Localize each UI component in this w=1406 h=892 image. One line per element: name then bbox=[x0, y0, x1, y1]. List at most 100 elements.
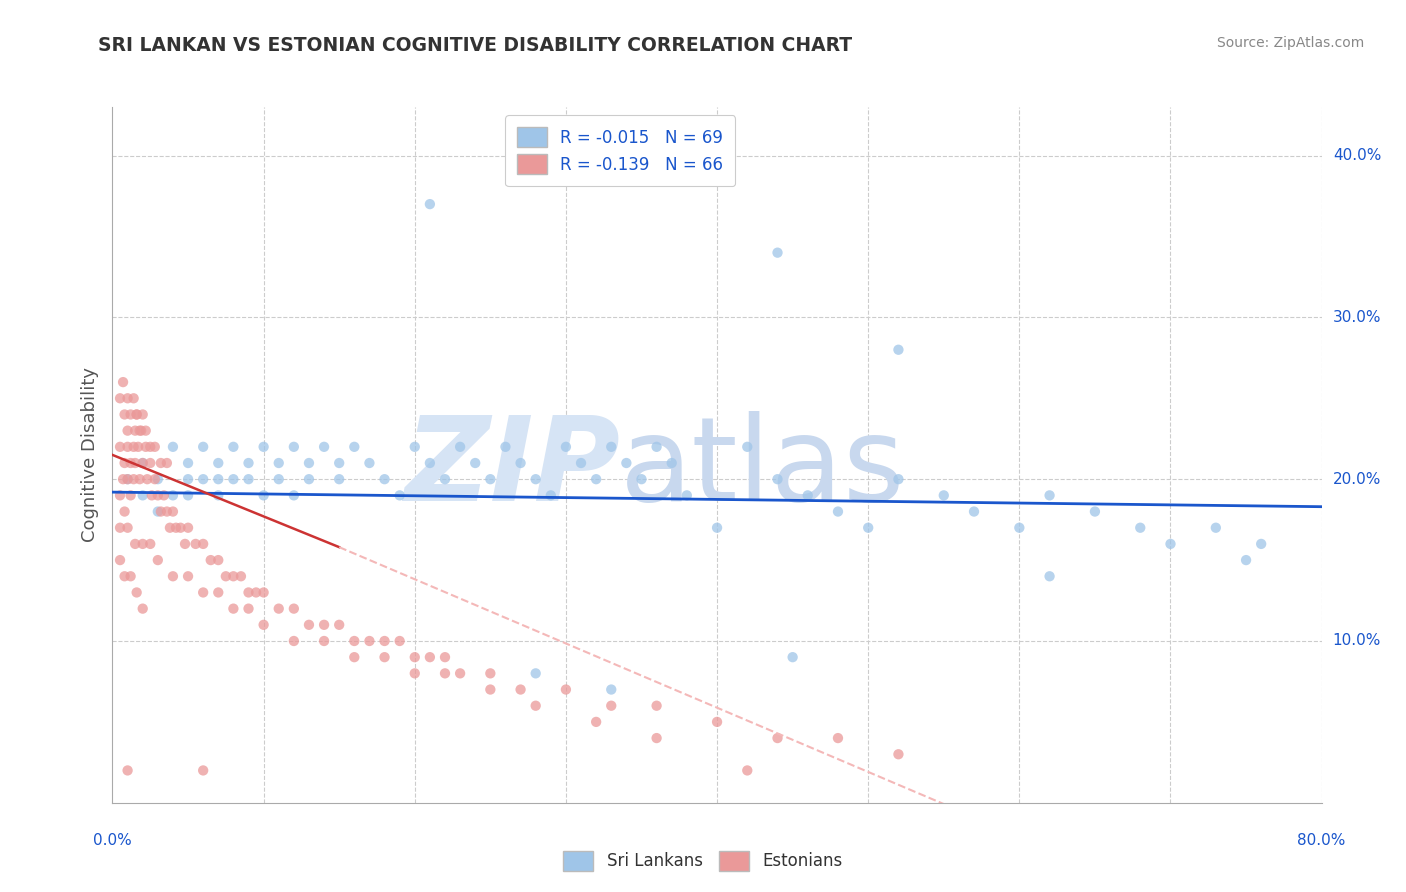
Point bbox=[207, 488, 229, 502]
Point bbox=[963, 504, 986, 518]
Point bbox=[108, 488, 131, 502]
Point bbox=[1008, 521, 1031, 535]
Point bbox=[128, 424, 150, 438]
Point bbox=[283, 440, 305, 454]
Point bbox=[267, 456, 290, 470]
Point bbox=[184, 537, 207, 551]
Point bbox=[328, 456, 350, 470]
Point bbox=[1084, 504, 1107, 518]
Point bbox=[124, 537, 146, 551]
Point bbox=[600, 682, 623, 697]
Point bbox=[706, 714, 728, 729]
Point bbox=[328, 472, 350, 486]
Point bbox=[253, 617, 276, 632]
Point bbox=[114, 569, 136, 583]
Point bbox=[374, 634, 396, 648]
Point bbox=[343, 650, 366, 665]
Point bbox=[125, 408, 148, 422]
Point bbox=[125, 585, 148, 599]
Point bbox=[132, 601, 155, 615]
Point bbox=[191, 472, 214, 486]
Y-axis label: Cognitive Disability: Cognitive Disability bbox=[80, 368, 98, 542]
Point bbox=[135, 424, 157, 438]
Point bbox=[117, 472, 139, 486]
Point bbox=[827, 504, 849, 518]
Point bbox=[117, 521, 139, 535]
Point bbox=[132, 456, 155, 470]
Point bbox=[419, 197, 441, 211]
Point bbox=[298, 617, 321, 632]
Point bbox=[449, 440, 471, 454]
Text: Source: ZipAtlas.com: Source: ZipAtlas.com bbox=[1216, 36, 1364, 50]
Point bbox=[139, 456, 162, 470]
Point bbox=[222, 472, 245, 486]
Point bbox=[124, 456, 146, 470]
Point bbox=[143, 472, 166, 486]
Point bbox=[616, 456, 638, 470]
Point bbox=[495, 440, 517, 454]
Point bbox=[222, 440, 245, 454]
Text: 0.0%: 0.0% bbox=[93, 833, 132, 848]
Point bbox=[122, 392, 145, 406]
Point bbox=[169, 521, 191, 535]
Point bbox=[156, 456, 179, 470]
Text: ZIP: ZIP bbox=[405, 411, 620, 526]
Point bbox=[229, 569, 252, 583]
Point bbox=[298, 472, 321, 486]
Point bbox=[253, 488, 276, 502]
Point bbox=[177, 569, 200, 583]
Point bbox=[359, 634, 381, 648]
Point bbox=[343, 634, 366, 648]
Point bbox=[139, 440, 162, 454]
Point bbox=[120, 569, 142, 583]
Point bbox=[267, 601, 290, 615]
Point bbox=[177, 472, 200, 486]
Point bbox=[238, 472, 260, 486]
Point bbox=[479, 666, 502, 681]
Point bbox=[569, 456, 592, 470]
Point bbox=[766, 245, 789, 260]
Point bbox=[464, 456, 486, 470]
Point bbox=[159, 521, 181, 535]
Point bbox=[117, 472, 139, 486]
Point bbox=[796, 488, 818, 502]
Text: 30.0%: 30.0% bbox=[1333, 310, 1381, 325]
Text: 80.0%: 80.0% bbox=[1298, 833, 1346, 848]
Point bbox=[114, 456, 136, 470]
Point bbox=[127, 440, 149, 454]
Point bbox=[675, 488, 697, 502]
Point bbox=[207, 585, 229, 599]
Point bbox=[132, 537, 155, 551]
Point bbox=[207, 456, 229, 470]
Point bbox=[524, 472, 547, 486]
Point bbox=[433, 650, 456, 665]
Point bbox=[554, 682, 576, 697]
Point bbox=[1159, 537, 1181, 551]
Point bbox=[932, 488, 955, 502]
Text: SRI LANKAN VS ESTONIAN COGNITIVE DISABILITY CORRELATION CHART: SRI LANKAN VS ESTONIAN COGNITIVE DISABIL… bbox=[98, 36, 852, 54]
Point bbox=[141, 488, 163, 502]
Point bbox=[156, 504, 179, 518]
Point bbox=[283, 634, 305, 648]
Point bbox=[887, 472, 910, 486]
Point bbox=[645, 440, 668, 454]
Point bbox=[177, 521, 200, 535]
Point bbox=[1129, 521, 1152, 535]
Point bbox=[136, 472, 159, 486]
Point bbox=[112, 472, 135, 486]
Point bbox=[404, 650, 426, 665]
Point bbox=[132, 488, 155, 502]
Point bbox=[1038, 569, 1062, 583]
Point bbox=[283, 601, 305, 615]
Point bbox=[524, 666, 547, 681]
Point bbox=[117, 392, 139, 406]
Point bbox=[222, 601, 245, 615]
Point bbox=[479, 472, 502, 486]
Point bbox=[856, 521, 880, 535]
Point bbox=[174, 537, 197, 551]
Point bbox=[1205, 521, 1227, 535]
Point bbox=[108, 392, 131, 406]
Point bbox=[645, 698, 668, 713]
Point bbox=[540, 488, 562, 502]
Point bbox=[1234, 553, 1257, 567]
